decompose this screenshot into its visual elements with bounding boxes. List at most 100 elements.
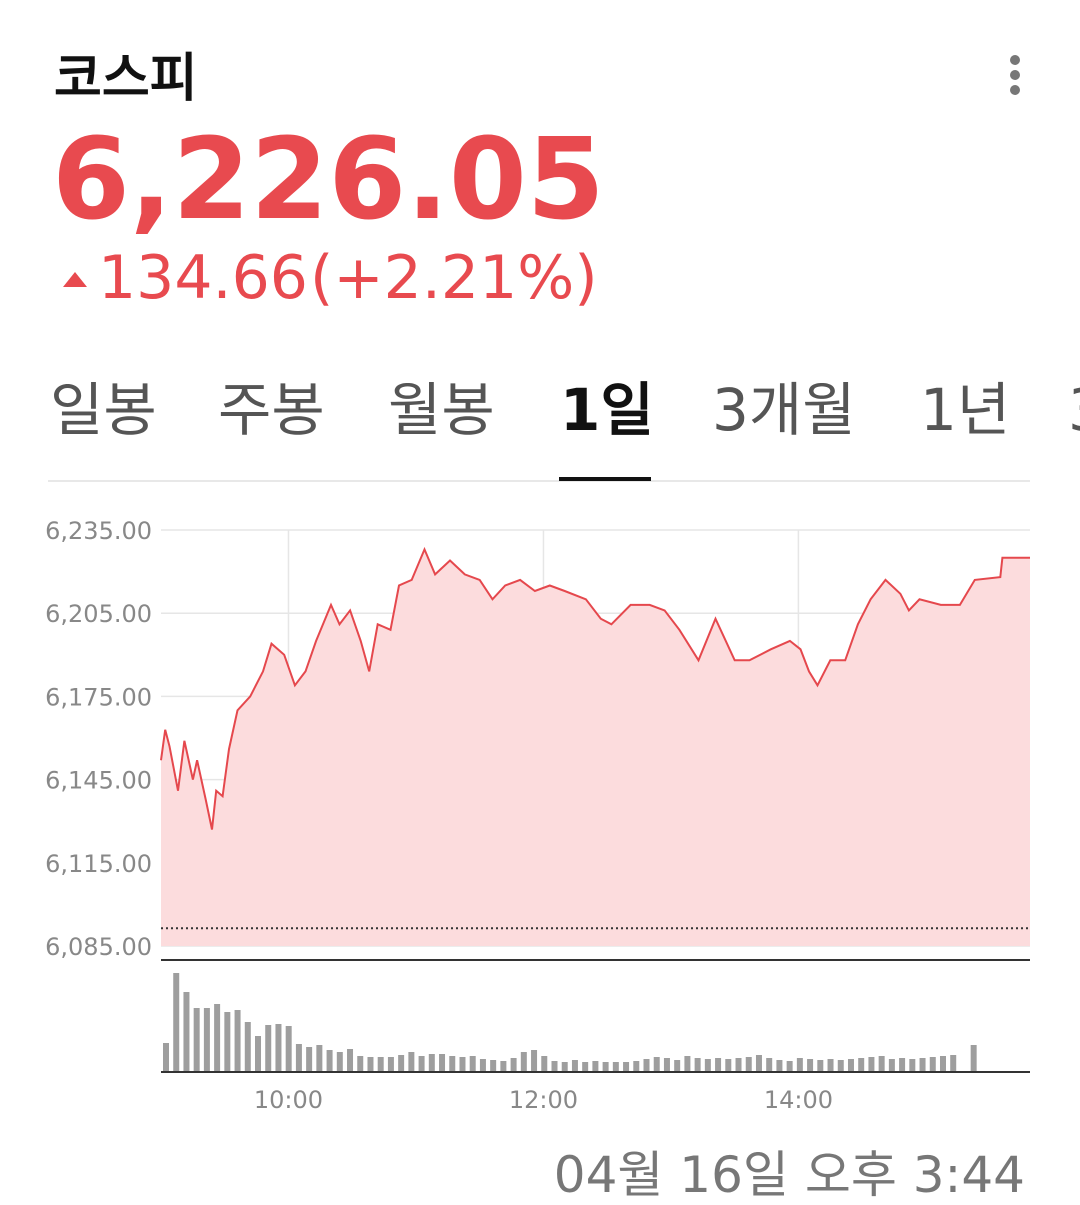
volume-bar [970,1045,977,1072]
volume-bar [193,1008,200,1072]
volume-bar [551,1061,558,1072]
volume-bar [439,1054,446,1072]
volume-bar [449,1056,456,1072]
volume-bar [408,1052,415,1072]
up-arrow [63,272,87,287]
y-tick-label: 6,145.00 [45,767,152,795]
volume-bar [490,1060,497,1072]
change: 134.66 [98,243,308,313]
tab[interactable]: 일봉 [50,376,157,444]
volume-bar [858,1058,865,1072]
volume-bar [510,1058,517,1072]
volume-bar [776,1060,783,1072]
volume-bar [531,1050,538,1072]
tab[interactable]: 3 [1068,376,1080,444]
y-tick-label: 6,175.00 [45,683,152,711]
volume-bar [602,1062,609,1072]
volume-bar [520,1052,527,1072]
y-tick-label: 6,205.00 [45,600,152,628]
volume-bar [459,1057,466,1072]
volume-bar [592,1061,599,1072]
y-tick-label: 6,115.00 [45,850,152,878]
volume-bar [265,1025,272,1072]
volume-bar [418,1056,425,1072]
tab[interactable]: 1일 [560,376,654,444]
volume-bar [582,1062,589,1072]
volume-bar [817,1060,824,1072]
volume-bar [653,1057,660,1072]
volume-bar [479,1059,486,1072]
volume-bar [633,1061,640,1072]
volume-bar [735,1058,742,1072]
volume-bar [336,1052,343,1072]
volume-bar [704,1059,711,1072]
volume-bar [377,1057,384,1072]
active-tab-indicator [559,477,651,481]
tab[interactable]: 1년 [920,376,1010,444]
tab[interactable]: 월봉 [388,376,495,444]
volume-bar [939,1056,946,1072]
volume-bar [326,1050,333,1072]
volume-bar [275,1024,282,1072]
y-tick-label: 6,085.00 [45,933,152,961]
x-tick-label: 14:00 [764,1086,833,1114]
volume-bar [888,1059,895,1072]
volume-bar [316,1045,323,1072]
volume-bar [469,1056,476,1072]
volume-bar [929,1057,936,1072]
volume-bar [612,1062,619,1072]
volume-bar [755,1055,762,1072]
price: 6,226.05 [52,115,605,245]
menu-button[interactable] [1010,55,1020,95]
volume-bar [878,1056,885,1072]
volume-bar [847,1059,854,1072]
volume-bar [255,1036,262,1072]
volume-bar [909,1059,916,1072]
volume-bar [234,1010,241,1072]
volume-bar [214,1004,221,1072]
volume-bar [899,1058,906,1072]
volume-bar [541,1056,548,1072]
volume-bar [786,1061,793,1072]
tab[interactable]: 3개월 [712,376,856,444]
volume-bar [500,1061,507,1072]
title: 코스피 [54,49,198,109]
volume-bar [950,1055,957,1072]
volume-bar [306,1047,313,1072]
volume-bar [173,973,180,1072]
area [161,549,1030,946]
volume-bar [796,1058,803,1072]
volume-bar [663,1058,670,1072]
volume-bar [745,1057,752,1072]
volume-bar [357,1056,364,1072]
volume-bar [398,1055,405,1072]
volume-bar [674,1060,681,1072]
volume-bar [919,1058,926,1072]
volume-bar [715,1058,722,1072]
volume-bar [285,1026,292,1072]
volume-bar [694,1058,701,1072]
volume-bar [387,1057,394,1072]
change-percent: (+2.21%) [310,243,598,313]
volume-bar [643,1059,650,1072]
volume-bar [868,1057,875,1072]
tabs: 일봉 주봉 월봉 1일 3개월 1년 3 [50,376,1080,444]
y-tick-label: 6,235.00 [45,517,152,545]
volume-bar [428,1054,435,1072]
volume-bar [163,1043,169,1072]
volume-bar [725,1059,732,1072]
price-line [160,546,1030,830]
volume-bar [827,1059,834,1072]
timestamp: 04월 16일 오후 3:44 [554,1146,1025,1204]
tab[interactable]: 주봉 [218,376,325,444]
volume-bar [347,1049,354,1072]
volume-bar [203,1008,210,1072]
x-tick-label: 12:00 [509,1086,578,1114]
volume-bar [623,1062,630,1072]
volume-bar [183,992,190,1072]
volume-bar [807,1059,814,1072]
x-tick-label: 10:00 [254,1086,323,1114]
volume-bar [224,1012,231,1072]
